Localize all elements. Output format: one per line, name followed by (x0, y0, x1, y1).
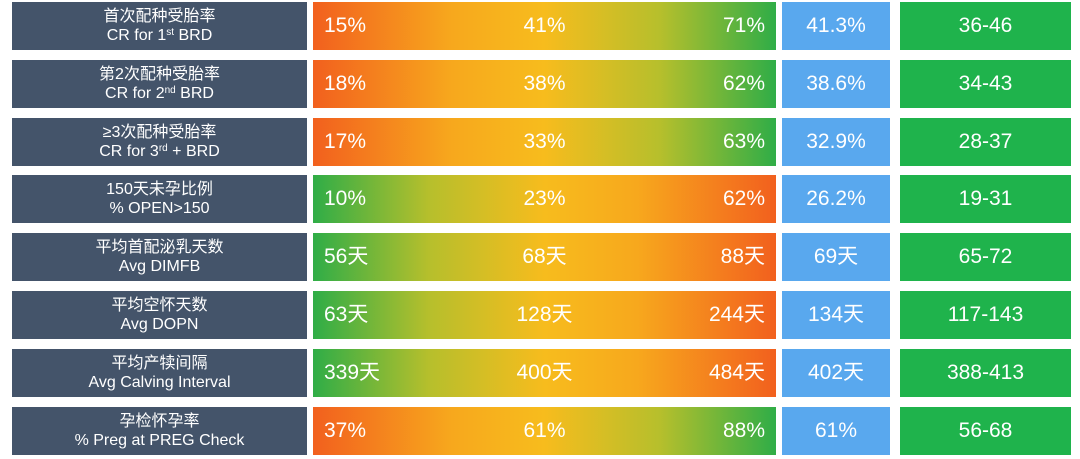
row-label: 孕检怀孕率 % Preg at PREG Check (12, 407, 307, 455)
mid-value: 41% (523, 14, 566, 37)
row-label: 平均空怀天数 Avg DOPN (12, 291, 307, 339)
table-row: ≥3次配种受胎率 CR for 3rd + BRD 17% 33% 63% 32… (0, 118, 1080, 166)
range-value: 19-31 (900, 175, 1071, 223)
gradient-bar: 18% 38% 62% (313, 60, 776, 108)
range-value: 117-143 (900, 291, 1071, 339)
table-row: 第2次配种受胎率 CR for 2nd BRD 18% 38% 62% 38.6… (0, 60, 1080, 108)
row-label-en: % OPEN>150 (109, 199, 209, 218)
row-label-en-text: % OPEN>150 (109, 200, 210, 217)
high-value: 244天 (708, 303, 765, 326)
row-label-cn: 第2次配种受胎率 (99, 66, 220, 83)
range-value: 28-37 (900, 118, 1071, 166)
low-value: 56天 (324, 245, 369, 268)
range-value: 34-43 (900, 60, 1071, 108)
range-value: 36-46 (900, 2, 1071, 50)
high-value: 484天 (708, 361, 765, 384)
row-label-en: Avg DIMFB (119, 257, 201, 276)
row-label-en-text: Avg Calving Interval (88, 374, 231, 391)
row-label-cn: 平均空怀天数 (111, 297, 208, 314)
row-label-en-text: CR for 2 (105, 85, 165, 102)
row-label-en-text: Avg DOPN (120, 316, 199, 333)
gradient-bar: 63天 128天 244天 (313, 291, 776, 339)
row-label-en: CR for 2nd BRD (105, 84, 214, 103)
row-label-en-suffix: rd (158, 143, 168, 154)
low-value: 17% (324, 130, 367, 153)
row-label-en-text: Avg DIMFB (118, 258, 201, 275)
average-value: 61% (782, 407, 890, 455)
row-label-cn: ≥3次配种受胎率 (102, 124, 217, 141)
mid-value: 400天 (516, 361, 573, 384)
row-label-en: Avg Calving Interval (89, 373, 231, 392)
table-row: 150天未孕比例 % OPEN>150 10% 23% 62% 26.2% 19… (0, 175, 1080, 223)
low-value: 10% (324, 187, 367, 210)
row-label-cn: 150天未孕比例 (106, 181, 213, 198)
row-label-en-tail: + BRD (167, 143, 220, 160)
row-label-en-text: CR for 3 (99, 143, 159, 160)
table-row: 平均空怀天数 Avg DOPN 63天 128天 244天 134天 117-1… (0, 291, 1080, 339)
gradient-bar: 56天 68天 88天 (313, 233, 776, 281)
high-value: 63% (722, 130, 765, 153)
mid-value: 61% (523, 419, 566, 442)
average-value: 41.3% (782, 2, 890, 50)
row-label-en-suffix: st (166, 27, 175, 38)
row-label-en-text: CR for 1 (106, 27, 167, 44)
low-value: 37% (324, 419, 367, 442)
low-value: 339天 (324, 361, 381, 384)
range-value: 65-72 (900, 233, 1071, 281)
row-label: 平均产犊间隔 Avg Calving Interval (12, 349, 307, 397)
low-value: 63天 (324, 303, 369, 326)
average-value: 38.6% (782, 60, 890, 108)
row-label-en-text: % Preg at PREG Check (74, 432, 245, 449)
row-label-en-tail: BRD (174, 27, 213, 44)
table-row: 孕检怀孕率 % Preg at PREG Check 37% 61% 88% 6… (0, 407, 1080, 455)
table-row: 首次配种受胎率 CR for 1st BRD 15% 41% 71% 41.3%… (0, 2, 1080, 50)
high-value: 88天 (720, 245, 765, 268)
row-label-cn: 孕检怀孕率 (119, 413, 200, 430)
mid-value: 33% (523, 130, 566, 153)
row-label: 平均首配泌乳天数 Avg DIMFB (12, 233, 307, 281)
mid-value: 68天 (522, 245, 567, 268)
row-label-en-tail: BRD (175, 85, 214, 102)
gradient-bar: 15% 41% 71% (313, 2, 776, 50)
gradient-bar: 10% 23% 62% (313, 175, 776, 223)
low-value: 18% (324, 72, 367, 95)
mid-value: 128天 (516, 303, 573, 326)
row-label-en: Avg DOPN (121, 315, 199, 334)
row-label-en: CR for 1st BRD (107, 26, 213, 45)
gradient-bar: 339天 400天 484天 (313, 349, 776, 397)
table-row: 平均首配泌乳天数 Avg DIMFB 56天 68天 88天 69天 65-72 (0, 233, 1080, 281)
average-value: 32.9% (782, 118, 890, 166)
mid-value: 23% (523, 187, 566, 210)
range-value: 56-68 (900, 407, 1071, 455)
row-label: 150天未孕比例 % OPEN>150 (12, 175, 307, 223)
low-value: 15% (324, 14, 367, 37)
row-label: 首次配种受胎率 CR for 1st BRD (12, 2, 307, 50)
row-label-cn: 首次配种受胎率 (103, 8, 216, 25)
mid-value: 38% (523, 72, 566, 95)
average-value: 69天 (782, 233, 890, 281)
row-label-en: % Preg at PREG Check (75, 431, 245, 450)
row-label: ≥3次配种受胎率 CR for 3rd + BRD (12, 118, 307, 166)
gradient-bar: 37% 61% 88% (313, 407, 776, 455)
range-value: 388-413 (900, 349, 1071, 397)
average-value: 402天 (782, 349, 890, 397)
high-value: 62% (722, 72, 765, 95)
row-label-cn: 平均产犊间隔 (111, 355, 208, 372)
row-label-en-suffix: nd (164, 85, 176, 96)
gradient-bar: 17% 33% 63% (313, 118, 776, 166)
row-label-cn: 平均首配泌乳天数 (95, 239, 224, 256)
high-value: 62% (722, 187, 765, 210)
row-label-en: CR for 3rd + BRD (99, 142, 220, 161)
average-value: 26.2% (782, 175, 890, 223)
high-value: 88% (722, 419, 765, 442)
high-value: 71% (722, 14, 765, 37)
table-row: 平均产犊间隔 Avg Calving Interval 339天 400天 48… (0, 349, 1080, 397)
average-value: 134天 (782, 291, 890, 339)
row-label: 第2次配种受胎率 CR for 2nd BRD (12, 60, 307, 108)
